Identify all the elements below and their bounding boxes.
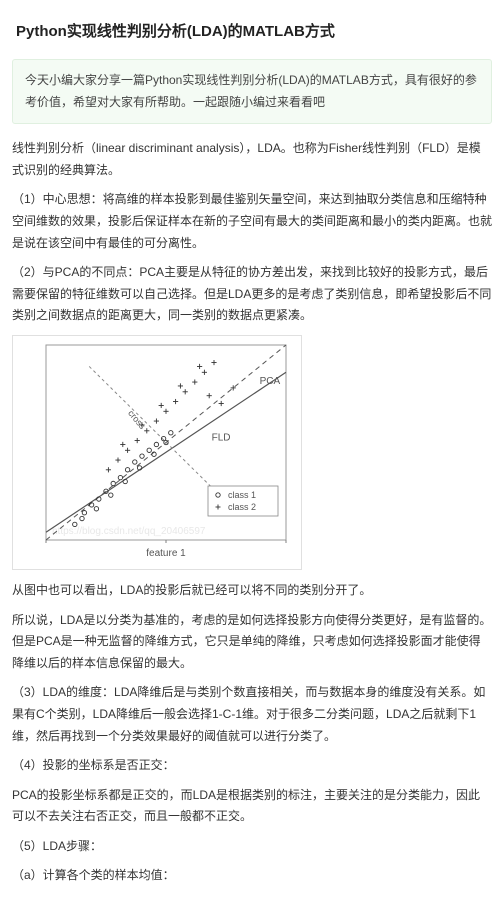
svg-text:class 1: class 1 [228,490,256,500]
svg-text:class 2: class 2 [228,502,256,512]
paragraph: 从图中也可以看出，LDA的投影后就已经可以将不同的类别分开了。 [12,580,492,602]
svg-text:FLD: FLD [212,432,231,443]
intro-callout: 今天小编大家分享一篇Python实现线性判别分析(LDA)的MATLAB方式，具… [12,59,492,124]
svg-text:feature 1: feature 1 [146,548,186,559]
paragraph: （4）投影的坐标系是否正交： [12,755,492,777]
lda-pca-chart: https://blog.csdn.net/qq_20406597feature… [12,335,302,570]
svg-text:PCA: PCA [260,376,281,387]
paragraph: （2）与PCA的不同点：PCA主要是从特征的协方差出发，来找到比较好的投影方式，… [12,262,492,327]
paragraph: （1）中心思想：将高维的样本投影到最佳鉴别矢量空间，来达到抽取分类信息和压缩特种… [12,189,492,254]
paragraph: PCA的投影坐标系都是正交的，而LDA是根据类别的标注，主要关注的是分类能力，因… [12,785,492,828]
paragraph: （5）LDA步骤： [12,836,492,858]
page-title: Python实现线性判别分析(LDA)的MATLAB方式 [12,18,492,45]
paragraph: （a）计算各个类的样本均值： [12,865,492,887]
paragraph: 所以说，LDA是以分类为基准的，考虑的是如何选择投影方向使得分类更好，是有监督的… [12,610,492,675]
paragraph: （3）LDA的维度：LDA降维后是与类别个数直接相关，而与数据本身的维度没有关系… [12,682,492,747]
svg-text:https://blog.csdn.net/qq_20406: https://blog.csdn.net/qq_20406597 [52,526,206,537]
paragraph: 线性判别分析（linear discriminant analysis），LDA… [12,138,492,181]
